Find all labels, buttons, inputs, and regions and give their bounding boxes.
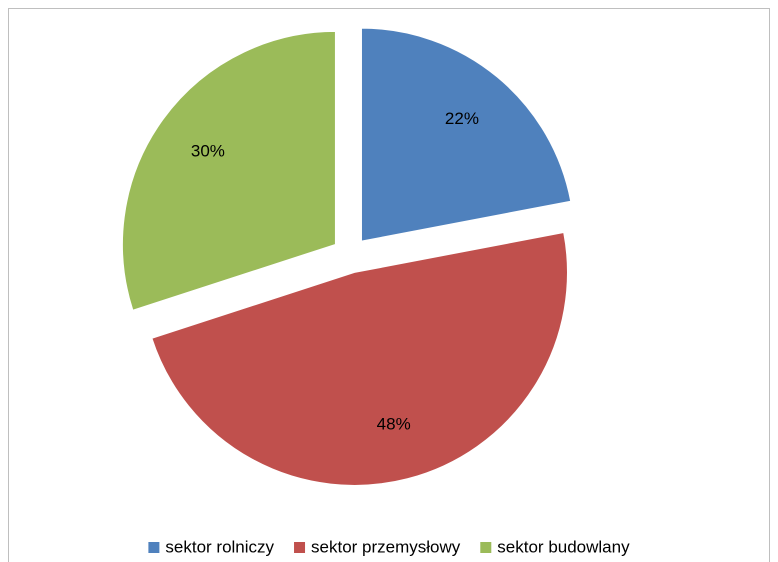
pie-slice xyxy=(151,231,568,486)
chart-frame xyxy=(8,8,770,562)
pie-slice xyxy=(121,30,336,311)
data-label: 48% xyxy=(377,415,411,434)
legend-label: sektor budowlany xyxy=(497,537,630,556)
legend-swatch xyxy=(294,542,306,553)
legend-swatch xyxy=(480,542,492,553)
legend-label: sektor przemysłowy xyxy=(311,537,461,556)
pie-slice xyxy=(360,27,572,242)
data-label: 22% xyxy=(445,109,479,128)
legend-swatch xyxy=(148,542,160,553)
data-label: 30% xyxy=(191,141,225,160)
legend-label: sektor rolniczy xyxy=(165,537,274,556)
